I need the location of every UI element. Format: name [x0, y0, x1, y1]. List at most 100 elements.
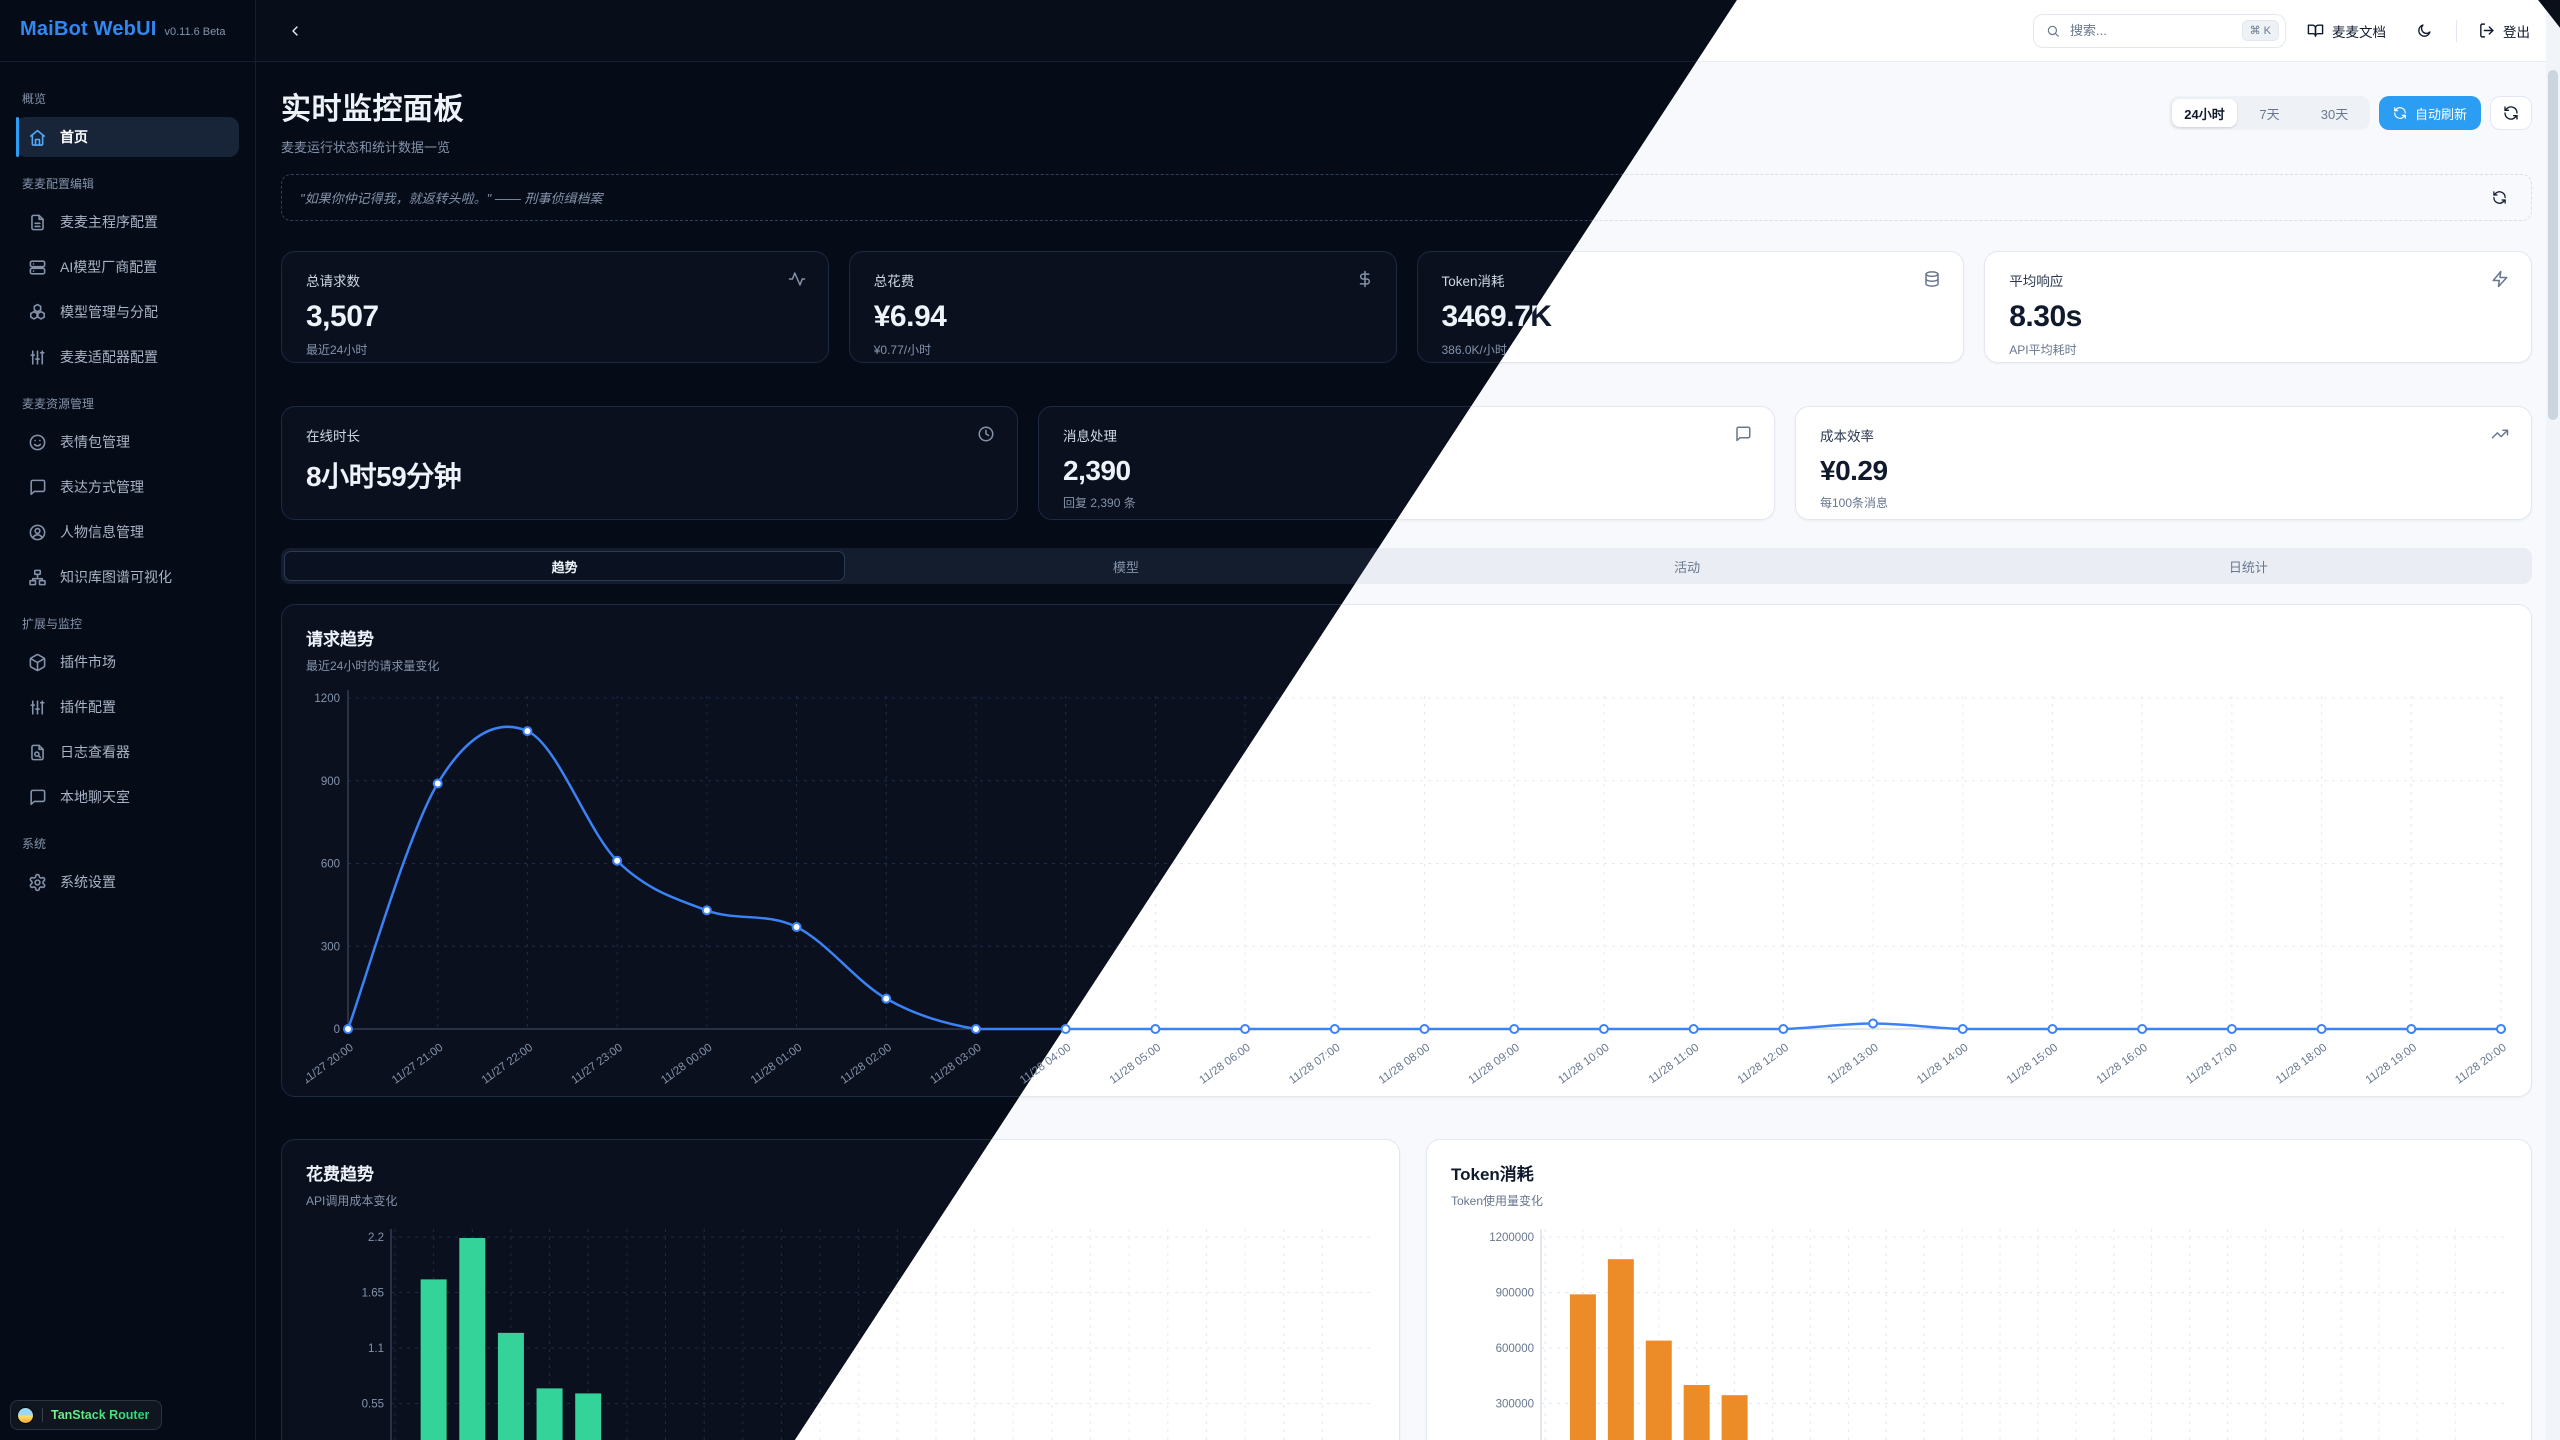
- nav-section-resources: 麦麦资源管理: [22, 397, 95, 411]
- topbar-actions: ⌘ K 麦麦文档 登出: [2033, 13, 2536, 48]
- scrollbar-thumb[interactable]: [2548, 70, 2558, 420]
- tab-trends[interactable]: 趋势: [284, 551, 846, 581]
- message-square-icon: [1734, 425, 1752, 443]
- app-version: v0.11.6 Beta: [164, 26, 226, 38]
- badge-divider: [42, 1408, 43, 1422]
- search-input[interactable]: ⌘ K: [2033, 13, 2286, 48]
- sidebar-item-ai-vendor-config[interactable]: AI模型厂商配置: [16, 247, 239, 287]
- sidebar-item-knowledge-graph[interactable]: 知识库图谱可视化: [16, 557, 239, 597]
- tab-models[interactable]: 模型: [845, 551, 1406, 581]
- quote-refresh-button[interactable]: [2486, 189, 2513, 206]
- svg-text:11/28 13:00: 11/28 13:00: [1825, 1042, 1881, 1084]
- svg-text:11/28 01:00: 11/28 01:00: [749, 1042, 805, 1084]
- sidebar-item-log-viewer[interactable]: 日志查看器: [16, 732, 239, 772]
- range-7d-button[interactable]: 7天: [2237, 99, 2302, 127]
- stat-card-avg-response: 平均响应 8.30s API平均耗时: [1984, 251, 2532, 363]
- network-icon: [28, 568, 47, 587]
- tab-activity[interactable]: 活动: [1407, 551, 1968, 581]
- message-square-icon: [28, 478, 47, 497]
- docs-button[interactable]: 麦麦文档: [2301, 20, 2392, 42]
- sidebar-item-label: 知识库图谱可视化: [60, 569, 172, 585]
- stat-sub: API平均耗时: [2009, 343, 2077, 357]
- topbar-divider: [2456, 19, 2457, 42]
- stat-sub: ¥0.77/小时: [873, 343, 932, 357]
- sidebar-item-emoji-management[interactable]: 表情包管理: [16, 422, 239, 462]
- package-icon: [28, 653, 47, 672]
- app-name: MaiBot WebUI: [20, 18, 157, 40]
- tab-daily-stats[interactable]: 日统计: [1968, 551, 2529, 581]
- sidebar: MaiBot WebUI v0.11.6 Beta 概览 首页 麦麦配置编辑 麦…: [0, 0, 256, 1440]
- sidebar-item-main-config[interactable]: 麦麦主程序配置: [16, 202, 239, 242]
- svg-text:11/28 08:00: 11/28 08:00: [1377, 1042, 1433, 1084]
- scrollbar[interactable]: [2546, 0, 2560, 1440]
- sidebar-item-local-chat[interactable]: 本地聊天室: [16, 777, 239, 817]
- sidebar-item-home[interactable]: 首页: [16, 117, 239, 157]
- sidebar-item-label: 模型管理与分配: [60, 304, 158, 320]
- file-search-icon: [28, 743, 47, 762]
- svg-text:600: 600: [321, 859, 340, 871]
- svg-text:2.2: 2.2: [368, 1232, 384, 1244]
- quote-bar: "如果你仲记得我，就返转头啦。" —— 刑事侦缉档案: [795, 174, 2532, 221]
- svg-text:11/28 15:00: 11/28 15:00: [2005, 1042, 2061, 1084]
- search-shortcut: ⌘ K: [2241, 20, 2279, 41]
- logout-button[interactable]: 登出: [2472, 20, 2536, 42]
- sidebar-item-model-management[interactable]: 模型管理与分配: [16, 292, 239, 332]
- docs-label: 麦麦文档: [2332, 24, 2386, 40]
- tanstack-router-badge[interactable]: TanStack Router: [10, 1400, 163, 1430]
- svg-text:0: 0: [334, 1024, 340, 1036]
- chart-title: 花费趋势: [306, 1165, 374, 1184]
- svg-text:1200: 1200: [314, 693, 340, 705]
- stat-label: 成本效率: [1820, 429, 1874, 444]
- logout-label: 登出: [2503, 24, 2530, 40]
- sidebar-item-expression-management[interactable]: 表达方式管理: [16, 467, 239, 507]
- sidebar-item-plugin-market[interactable]: 插件市场: [16, 642, 239, 682]
- svg-text:300: 300: [321, 941, 340, 953]
- svg-text:11/28 07:00: 11/28 07:00: [1287, 1042, 1343, 1084]
- sidebar-item-label: 首页: [60, 129, 88, 145]
- nav-section-overview: 概览: [22, 92, 47, 106]
- tanstack-router-label: TanStack Router: [51, 1408, 150, 1422]
- refresh-icon: [2492, 190, 2507, 205]
- chart-title: Token消耗: [1451, 1165, 1534, 1184]
- svg-text:11/28 20:00: 11/28 20:00: [2453, 1042, 2509, 1084]
- stat-value: 2,390: [1063, 455, 1131, 486]
- sidebar-item-label: 本地聊天室: [60, 789, 130, 805]
- sidebar-item-plugin-config[interactable]: 插件配置: [16, 687, 239, 727]
- zap-icon: [2491, 270, 2509, 288]
- svg-text:11/28 17:00: 11/28 17:00: [2184, 1042, 2240, 1084]
- stat-card-total-cost: 总花费 ¥6.94 ¥0.77/小时: [848, 251, 1397, 363]
- sidebar-item-label: 系统设置: [60, 874, 116, 890]
- token-usage-chart: 03000006000009000001200000: [1451, 1221, 2507, 1440]
- stat-value: 3,507: [306, 300, 379, 333]
- refresh-button[interactable]: [2490, 96, 2532, 130]
- svg-text:300000: 300000: [1496, 1399, 1534, 1411]
- hexagons-icon: [28, 303, 47, 322]
- range-30d-button[interactable]: 30天: [2302, 99, 2367, 127]
- collapse-sidebar-button[interactable]: [278, 14, 312, 48]
- stat-label: 总请求数: [306, 274, 360, 289]
- svg-text:900000: 900000: [1496, 1288, 1534, 1300]
- app-logo: MaiBot WebUI v0.11.6 Beta: [0, 0, 255, 62]
- sidebar-item-label: 表达方式管理: [60, 479, 144, 495]
- auto-refresh-button[interactable]: 自动刷新: [2378, 96, 2481, 130]
- stat-label: Token消耗: [1441, 274, 1505, 289]
- sidebar-item-person-info[interactable]: 人物信息管理: [16, 512, 239, 552]
- stat-sub: [306, 502, 993, 514]
- stat-value: 8小时59分钟: [306, 461, 462, 492]
- svg-text:11/28 00:00: 11/28 00:00: [659, 1042, 715, 1084]
- stat-card-cost-efficiency: 成本效率 ¥0.29 每100条消息: [1795, 406, 2532, 520]
- nav-section-system: 系统: [22, 837, 47, 851]
- sidebar-item-system-settings[interactable]: 系统设置: [16, 862, 239, 902]
- sidebar-item-adapter-config[interactable]: 麦麦适配器配置: [16, 337, 239, 377]
- server-icon: [28, 258, 47, 277]
- range-24h-button[interactable]: 24小时: [2171, 99, 2237, 127]
- stat-value: 8.30s: [2009, 300, 2082, 333]
- search-field[interactable]: [2068, 22, 2234, 39]
- sidebar-item-label: 插件配置: [60, 699, 116, 715]
- svg-text:11/28 05:00: 11/28 05:00: [1108, 1042, 1164, 1084]
- theme-toggle-button[interactable]: [2407, 14, 2441, 48]
- auto-refresh-label: 自动刷新: [2414, 106, 2467, 122]
- sidebar-item-label: 人物信息管理: [60, 524, 144, 540]
- stat-value: ¥6.94: [873, 300, 947, 333]
